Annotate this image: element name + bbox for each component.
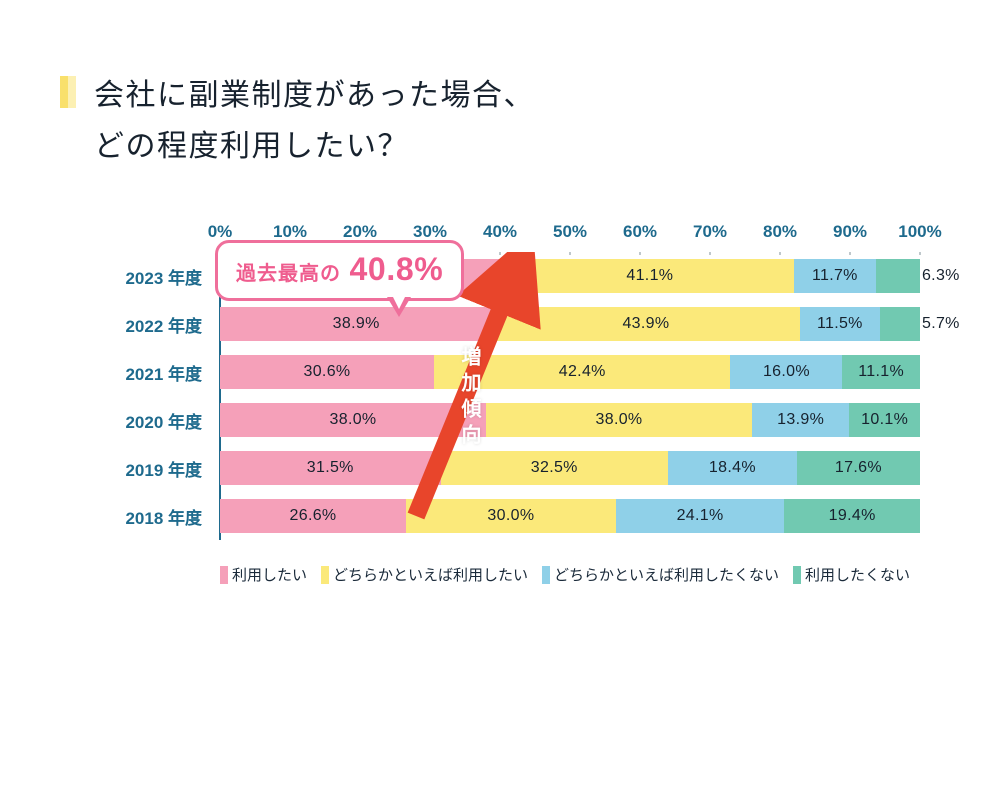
table-row: 2019 年度31.5%32.5%18.4%17.6% <box>110 444 920 492</box>
x-axis-tick: 60% <box>623 222 657 242</box>
table-row: 2018 年度26.6%30.0%24.1%19.4% <box>110 492 920 540</box>
legend-item: 利用したい <box>220 564 307 585</box>
x-axis-tick: 70% <box>693 222 727 242</box>
chart-title: 会社に副業制度があった場合、 どの程度利用したい？ <box>94 70 535 172</box>
bar-segment: 30.0% <box>406 499 616 533</box>
row-year-label: 2019 年度 <box>110 456 220 481</box>
bar-segment: 38.9% <box>220 307 492 341</box>
legend-swatch-icon <box>321 566 329 584</box>
stacked-bar: 38.9%43.9%11.5%5.7% <box>220 307 920 341</box>
bar-segment: 42.4% <box>434 355 731 389</box>
chart-container: 会社に副業制度があった場合、 どの程度利用したい？ 過去最高の 40.8% 0%… <box>0 0 1000 804</box>
title-accent-bars <box>60 76 76 108</box>
bar-segment: 43.9% <box>492 307 799 341</box>
bar-segment: 11.7% <box>794 259 876 293</box>
title-bar-primary <box>60 76 68 108</box>
legend: 利用したい どちらかといえば利用したい どちらかといえば利用したくない 利用したくない <box>220 564 920 585</box>
bar-segment: 38.0% <box>220 403 486 437</box>
legend-label: 利用したい <box>232 564 307 585</box>
callout-prefix: 過去最高の <box>236 263 341 285</box>
stacked-bar: 38.0%38.0%13.9%10.1% <box>220 403 920 437</box>
title-line-2: どの程度利用したい？ <box>94 130 409 163</box>
legend-item: どちらかといえば利用したい <box>321 564 528 585</box>
title-line-1: 会社に副業制度があった場合、 <box>94 79 535 112</box>
x-axis-tick: 30% <box>413 222 447 242</box>
x-axis-tick: 0% <box>208 222 233 242</box>
legend-item: どちらかといえば利用したくない <box>542 564 779 585</box>
legend-label: 利用したくない <box>805 564 910 585</box>
legend-item: 利用したくない <box>793 564 910 585</box>
callout-value: 40.8% <box>349 251 443 287</box>
legend-swatch-icon <box>542 566 550 584</box>
bar-segment: 13.9% <box>752 403 849 437</box>
row-year-label: 2022 年度 <box>110 312 220 337</box>
title-block: 会社に副業制度があった場合、 どの程度利用したい？ <box>60 70 940 172</box>
x-axis-tick: 90% <box>833 222 867 242</box>
legend-label: どちらかといえば利用したい <box>333 564 528 585</box>
bar-segment: 5.7% <box>880 307 920 341</box>
bar-segment: 32.5% <box>441 451 669 485</box>
bar-segment: 30.6% <box>220 355 434 389</box>
x-axis-tick: 80% <box>763 222 797 242</box>
legend-swatch-icon <box>220 566 228 584</box>
bar-segment: 26.6% <box>220 499 406 533</box>
bar-segment: 10.1% <box>849 403 920 437</box>
table-row: 2021 年度30.6%42.4%16.0%11.1% <box>110 348 920 396</box>
bar-segment: 38.0% <box>486 403 752 437</box>
callout-box: 過去最高の 40.8% <box>215 240 464 301</box>
x-axis-tick: 40% <box>483 222 517 242</box>
x-axis-tick: 10% <box>273 222 307 242</box>
bar-segment: 24.1% <box>616 499 785 533</box>
title-bar-secondary <box>68 76 76 108</box>
bar-segment: 17.6% <box>797 451 920 485</box>
bar-segment: 31.5% <box>220 451 441 485</box>
bar-segment: 11.1% <box>842 355 920 389</box>
table-row: 2022 年度38.9%43.9%11.5%5.7% <box>110 300 920 348</box>
legend-swatch-icon <box>793 566 801 584</box>
x-axis-tick: 50% <box>553 222 587 242</box>
bar-segment: 6.3% <box>876 259 920 293</box>
bar-segment: 18.4% <box>668 451 797 485</box>
bar-segment: 11.5% <box>800 307 881 341</box>
stacked-bar: 30.6%42.4%16.0%11.1% <box>220 355 920 389</box>
table-row: 2020 年度38.0%38.0%13.9%10.1% <box>110 396 920 444</box>
x-axis-tick: 100% <box>898 222 941 242</box>
stacked-bar: 26.6%30.0%24.1%19.4% <box>220 499 920 533</box>
row-year-label: 2018 年度 <box>110 504 220 529</box>
x-axis-tick: 20% <box>343 222 377 242</box>
row-year-label: 2020 年度 <box>110 408 220 433</box>
bar-segment: 19.4% <box>784 499 920 533</box>
callout-tail-icon <box>387 297 411 317</box>
row-year-label: 2021 年度 <box>110 360 220 385</box>
bar-segment: 41.1% <box>506 259 794 293</box>
bar-segment: 16.0% <box>730 355 842 389</box>
legend-label: どちらかといえば利用したくない <box>554 564 779 585</box>
stacked-bar: 31.5%32.5%18.4%17.6% <box>220 451 920 485</box>
callout-bubble: 過去最高の 40.8% <box>215 240 464 301</box>
row-year-label: 2023 年度 <box>110 264 220 289</box>
